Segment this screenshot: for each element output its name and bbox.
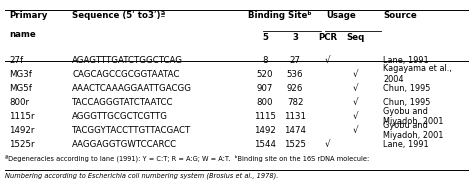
Text: Gyobu and
Miyadoh, 2001: Gyobu and Miyadoh, 2001 (383, 121, 444, 140)
Text: 907: 907 (257, 84, 273, 93)
Text: 1115: 1115 (254, 112, 276, 121)
Text: MG3f: MG3f (9, 70, 32, 79)
Text: 1115r: 1115r (9, 112, 35, 121)
Text: 1525: 1525 (284, 140, 306, 149)
Text: √: √ (325, 140, 330, 149)
Text: 1492: 1492 (254, 126, 276, 135)
Text: AAACTCAAAGGAATTGACGG: AAACTCAAAGGAATTGACGG (72, 84, 192, 93)
Text: PCR: PCR (318, 33, 337, 42)
Text: Source: Source (383, 11, 417, 20)
Text: MG5f: MG5f (9, 84, 32, 93)
Text: 27: 27 (290, 55, 301, 64)
Text: 8: 8 (262, 55, 268, 64)
Text: 782: 782 (287, 98, 303, 107)
Text: √: √ (353, 70, 358, 79)
Text: 1131: 1131 (284, 112, 306, 121)
Text: AAGGAGGTGWTCCARCC: AAGGAGGTGWTCCARCC (72, 140, 177, 149)
Text: 1474: 1474 (284, 126, 306, 135)
Text: AGAGTTTGATCTGGCTCAG: AGAGTTTGATCTGGCTCAG (72, 55, 183, 64)
Text: TACCAGGGTATCTAATCC: TACCAGGGTATCTAATCC (72, 98, 173, 107)
Text: √: √ (353, 84, 358, 93)
Text: 536: 536 (287, 70, 303, 79)
Text: 1525r: 1525r (9, 140, 35, 149)
Text: name: name (9, 30, 36, 39)
Text: CAGCAGCCGCGGTAATAC: CAGCAGCCGCGGTAATAC (72, 70, 180, 79)
Text: TACGGYTACCTTGTTACGACT: TACGGYTACCTTGTTACGACT (72, 126, 191, 135)
Text: 520: 520 (256, 70, 273, 79)
Text: Kagayama et al.,
2004: Kagayama et al., 2004 (383, 64, 452, 84)
Text: 800: 800 (256, 98, 273, 107)
Text: 1544: 1544 (254, 140, 276, 149)
Text: Chun, 1995: Chun, 1995 (383, 98, 431, 107)
Text: Numbering according to Escherichia coli numbering system (Brosius et al., 1978).: Numbering according to Escherichia coli … (5, 172, 278, 179)
Text: 1492r: 1492r (9, 126, 35, 135)
Text: ªDegeneracies according to lane (1991): Y = C:T; R = A:G; W = A:T.  ᵇBinding sit: ªDegeneracies according to lane (1991): … (5, 154, 369, 162)
Text: Seq: Seq (346, 33, 365, 42)
Text: 800r: 800r (9, 98, 29, 107)
Text: Lane, 1991: Lane, 1991 (383, 140, 429, 149)
Text: Usage: Usage (327, 11, 356, 20)
Text: 5: 5 (262, 33, 268, 42)
Text: Gyobu and
Miyadoh, 2001: Gyobu and Miyadoh, 2001 (383, 107, 444, 126)
Text: Primary: Primary (9, 11, 48, 20)
Text: √: √ (353, 126, 358, 135)
Text: √: √ (325, 55, 330, 64)
Text: Sequence (5ʹ to3ʹ)ª: Sequence (5ʹ to3ʹ)ª (72, 11, 165, 20)
Text: Lane, 1991: Lane, 1991 (383, 55, 429, 64)
Text: √: √ (353, 112, 358, 121)
Text: 3: 3 (292, 33, 298, 42)
Text: 926: 926 (287, 84, 303, 93)
Text: √: √ (353, 98, 358, 107)
Text: AGGGTTGCGCTCGTTG: AGGGTTGCGCTCGTTG (72, 112, 168, 121)
Text: Binding Siteᵇ: Binding Siteᵇ (248, 11, 311, 20)
Text: Chun, 1995: Chun, 1995 (383, 84, 431, 93)
Text: 27f: 27f (9, 55, 24, 64)
